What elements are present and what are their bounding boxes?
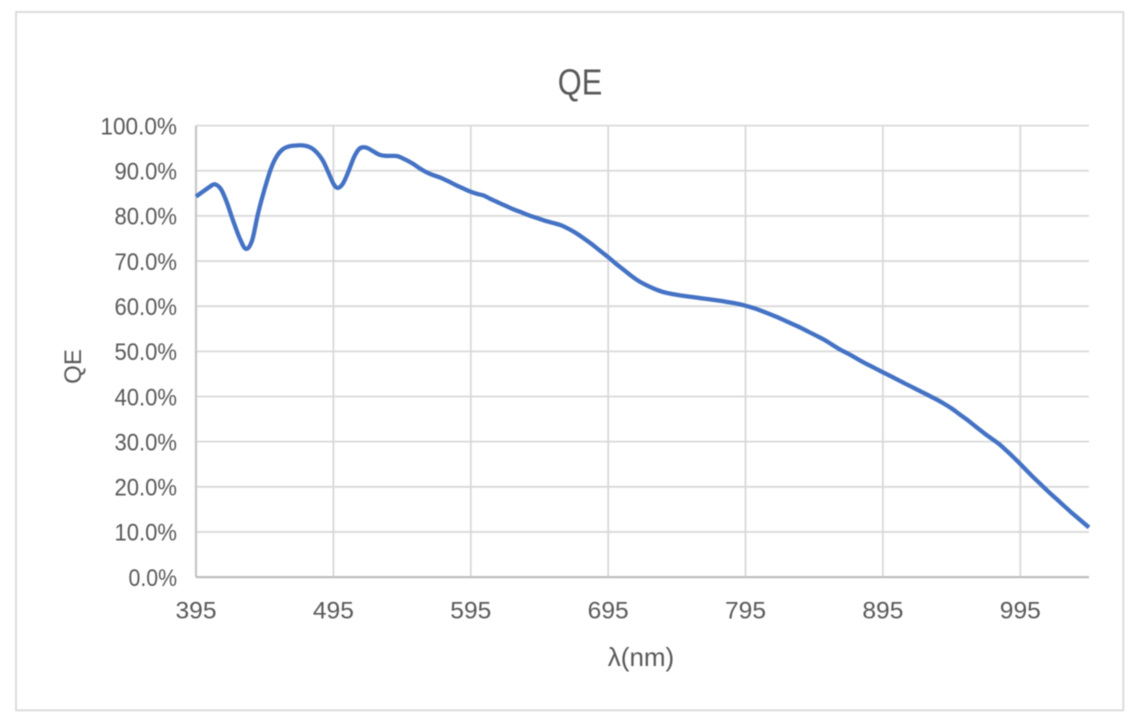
svg-text:10.0%: 10.0% [115, 520, 178, 547]
svg-text:595: 595 [450, 598, 491, 625]
svg-text:495: 495 [313, 598, 354, 625]
svg-text:QE: QE [558, 61, 603, 102]
svg-text:395: 395 [176, 598, 217, 625]
svg-text:695: 695 [588, 598, 629, 625]
svg-text:0.0%: 0.0% [129, 565, 178, 592]
svg-text:20.0%: 20.0% [115, 475, 178, 502]
svg-text:λ(nm): λ(nm) [608, 642, 674, 672]
svg-text:QE: QE [60, 349, 87, 384]
svg-text:70.0%: 70.0% [115, 249, 178, 276]
svg-text:60.0%: 60.0% [115, 294, 178, 321]
svg-text:50.0%: 50.0% [115, 339, 178, 366]
svg-text:90.0%: 90.0% [115, 159, 178, 186]
svg-text:895: 895 [862, 598, 903, 625]
svg-text:40.0%: 40.0% [115, 384, 178, 411]
svg-text:80.0%: 80.0% [115, 204, 178, 231]
svg-text:795: 795 [725, 598, 766, 625]
svg-text:30.0%: 30.0% [115, 429, 178, 456]
svg-text:100.0%: 100.0% [100, 113, 177, 140]
svg-text:995: 995 [1000, 598, 1041, 625]
